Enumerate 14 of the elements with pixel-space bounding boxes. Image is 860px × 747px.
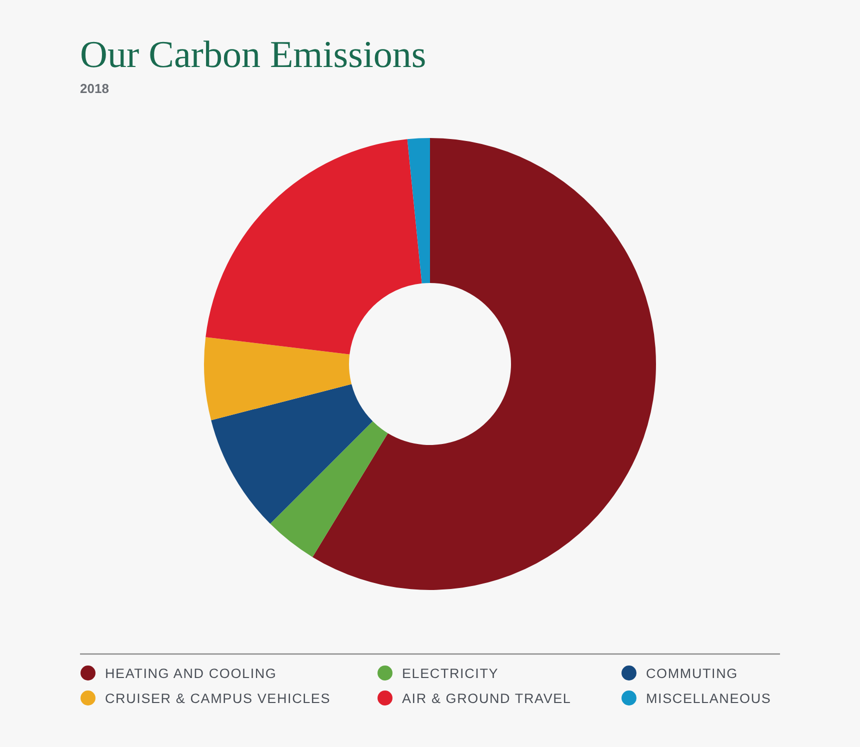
- donut-slice: [270, 421, 388, 558]
- legend-label: COMMUTING: [646, 666, 738, 681]
- legend-label: CRUISER & CAMPUS VEHICLES: [105, 691, 331, 706]
- donut-slice: [204, 337, 352, 420]
- legend-label: MISCELLANEOUS: [646, 691, 772, 706]
- donut-slice: [206, 139, 422, 354]
- chart-title: Our Carbon Emissions: [80, 34, 426, 76]
- legend-label: ELECTRICITY: [402, 666, 499, 681]
- legend-label: HEATING AND COOLING: [105, 666, 277, 681]
- legend-label: AIR & GROUND TRAVEL: [402, 691, 572, 706]
- donut-slice: [211, 384, 373, 524]
- donut-slice: [407, 138, 430, 284]
- donut-slice: [312, 138, 656, 590]
- chart-subtitle: 2018: [80, 81, 109, 96]
